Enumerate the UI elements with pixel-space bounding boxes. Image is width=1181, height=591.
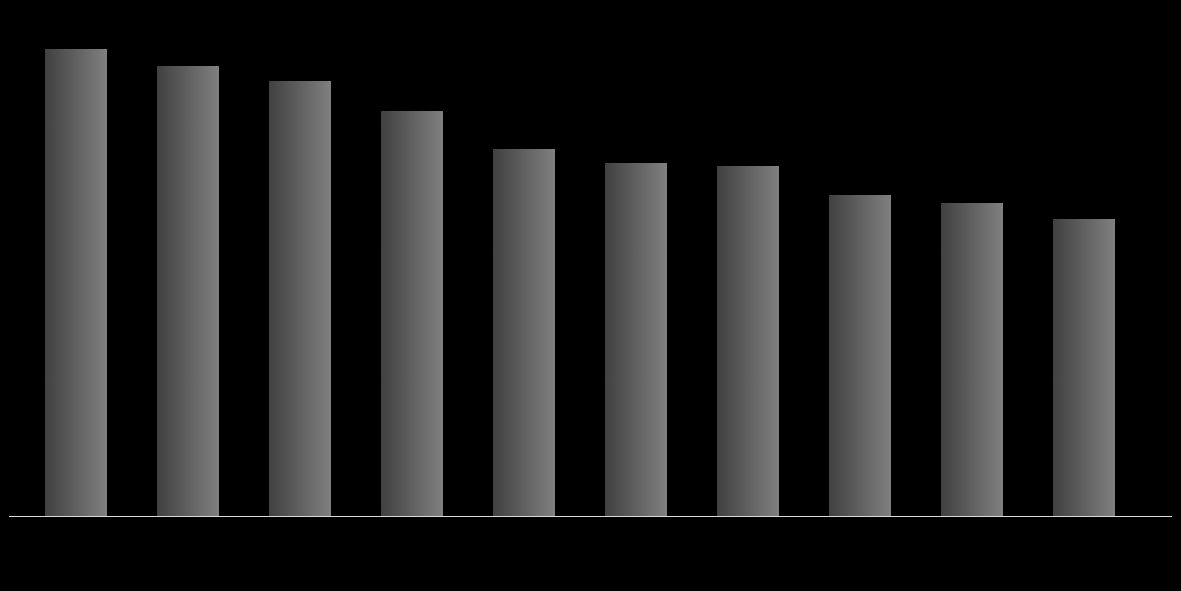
bar-4 [381, 111, 443, 516]
bar-1 [45, 49, 107, 516]
x-axis-baseline [9, 516, 1172, 517]
bar-8 [829, 195, 891, 516]
bar-7 [717, 166, 779, 516]
bar-chart [0, 0, 1181, 591]
bar-2 [157, 66, 219, 516]
bar-5 [493, 149, 555, 516]
bar-9 [941, 203, 1003, 516]
bar-3 [269, 81, 331, 516]
bar-6 [605, 163, 667, 516]
bar-10 [1053, 219, 1115, 516]
